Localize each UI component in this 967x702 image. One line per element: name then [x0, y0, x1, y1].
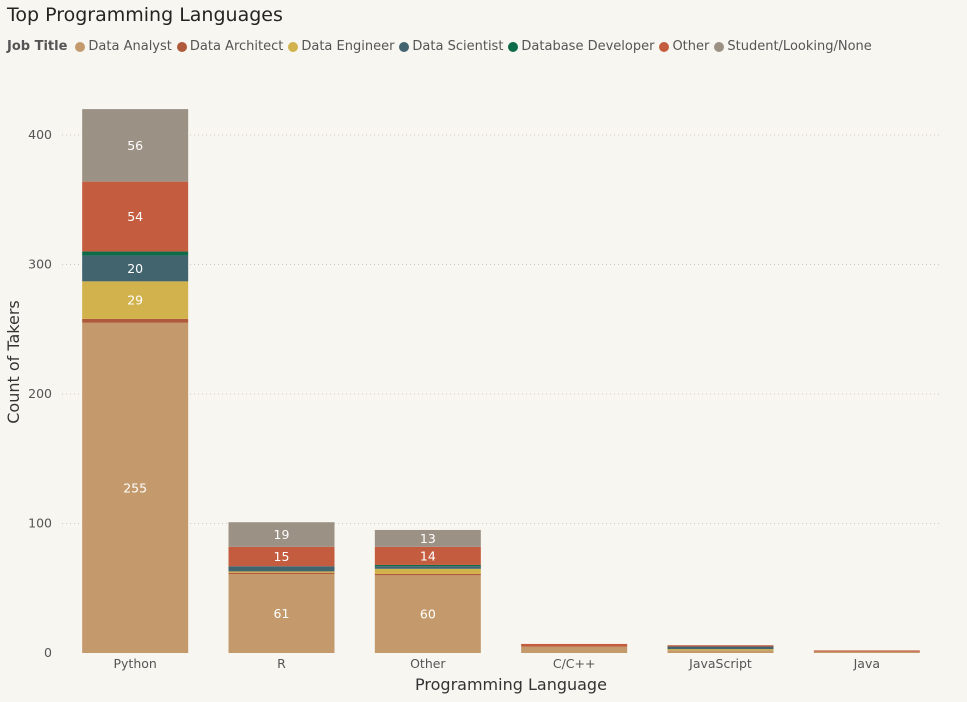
y-tick-label: 0: [44, 645, 52, 660]
bar-segment: [374, 575, 481, 653]
legend-label: Data Analyst: [88, 39, 172, 54]
gridlines: [62, 134, 940, 524]
x-tick-label: C/C++: [553, 656, 596, 671]
bar-segment: [82, 318, 189, 323]
bar-segment: [374, 574, 481, 576]
bar-segment: [374, 564, 481, 567]
legend-item-database-developer[interactable]: Database Developer: [508, 39, 654, 54]
data-label: 15: [274, 549, 290, 564]
data-label: 61: [274, 606, 290, 621]
bar-segment: [228, 572, 335, 575]
data-label: 60: [420, 607, 436, 622]
legend-dot-icon: [714, 41, 725, 52]
bar-segment: [813, 651, 920, 653]
bar-segment: [667, 650, 774, 653]
data-label: 255: [123, 480, 147, 495]
legend-dot-icon: [176, 41, 187, 52]
legend-label: Data Scientist: [412, 39, 504, 54]
x-tick-label: JavaScript: [688, 656, 752, 671]
legend-dot-icon: [508, 41, 519, 52]
bar-segment: [228, 566, 335, 572]
legend-dot-icon: [399, 41, 410, 52]
bar-segment: [228, 571, 335, 573]
x-tick-label: Python: [113, 656, 156, 671]
legend: Job Title Data Analyst Data Architect Da…: [7, 39, 877, 54]
chart-title: Top Programming Languages: [7, 4, 283, 26]
y-tick-label: 200: [28, 386, 52, 401]
bar-segment: [228, 522, 335, 547]
legend-title: Job Title: [7, 39, 68, 54]
legend-item-student-looking-none[interactable]: Student/Looking/None: [714, 39, 872, 54]
legend-item-data-architect[interactable]: Data Architect: [176, 39, 284, 54]
data-labels: 255 29 20 54 56 61 15 19 60 14 13: [123, 138, 436, 622]
bar-segment: [82, 322, 189, 653]
data-label: 19: [274, 527, 290, 542]
bar-segment: [228, 546, 335, 567]
bar-segment: [82, 109, 189, 182]
bar-segment: [374, 546, 481, 565]
legend-dot-icon: [288, 41, 299, 52]
x-tick-label: Java: [853, 656, 880, 671]
y-axis-ticks: 0 100 200 300 400: [28, 127, 52, 660]
legend-item-data-scientist[interactable]: Data Scientist: [399, 39, 503, 54]
legend-item-data-analyst[interactable]: Data Analyst: [75, 39, 172, 54]
bar-segment: [813, 650, 920, 652]
legend-label: Data Engineer: [301, 39, 395, 54]
legend-item-other[interactable]: Other: [659, 39, 709, 54]
bar-segment: [521, 646, 628, 653]
y-axis-title: Count of Takers: [4, 300, 23, 424]
data-label: 56: [127, 138, 143, 153]
y-tick-label: 300: [28, 257, 52, 272]
bar-segment: [228, 574, 335, 653]
legend-dot-icon: [75, 41, 86, 52]
bar-stacks: [82, 109, 920, 653]
x-axis-title: Programming Language: [415, 675, 607, 694]
legend-label: Student/Looking/None: [727, 39, 872, 54]
bar-segment: [374, 566, 481, 569]
bar-segment: [521, 643, 628, 647]
legend-label: Database Developer: [521, 39, 655, 54]
bar-segment: [82, 255, 189, 282]
data-label: 13: [420, 531, 436, 546]
legend-label: Other: [672, 39, 710, 54]
y-tick-label: 400: [28, 127, 52, 142]
bar-segment: [667, 645, 774, 647]
legend-item-data-engineer[interactable]: Data Engineer: [288, 39, 394, 54]
legend-dot-icon: [659, 41, 670, 52]
bar-segment: [82, 281, 189, 319]
bar-segment: [667, 646, 774, 650]
bar-segment: [667, 649, 774, 651]
y-tick-label: 100: [28, 516, 52, 531]
data-label: 54: [127, 209, 143, 224]
x-axis-ticks: Python R Other C/C++ JavaScript Java: [113, 656, 880, 671]
data-label: 14: [420, 548, 436, 563]
bar-segment: [374, 529, 481, 547]
bar-segment: [374, 568, 481, 575]
x-tick-label: Other: [410, 656, 446, 671]
legend-label: Data Architect: [189, 39, 284, 54]
bar-segment: [82, 251, 189, 256]
data-label: 20: [127, 261, 143, 276]
data-label: 29: [127, 293, 143, 308]
x-tick-label: R: [277, 656, 286, 671]
bar-segment: [82, 181, 189, 252]
